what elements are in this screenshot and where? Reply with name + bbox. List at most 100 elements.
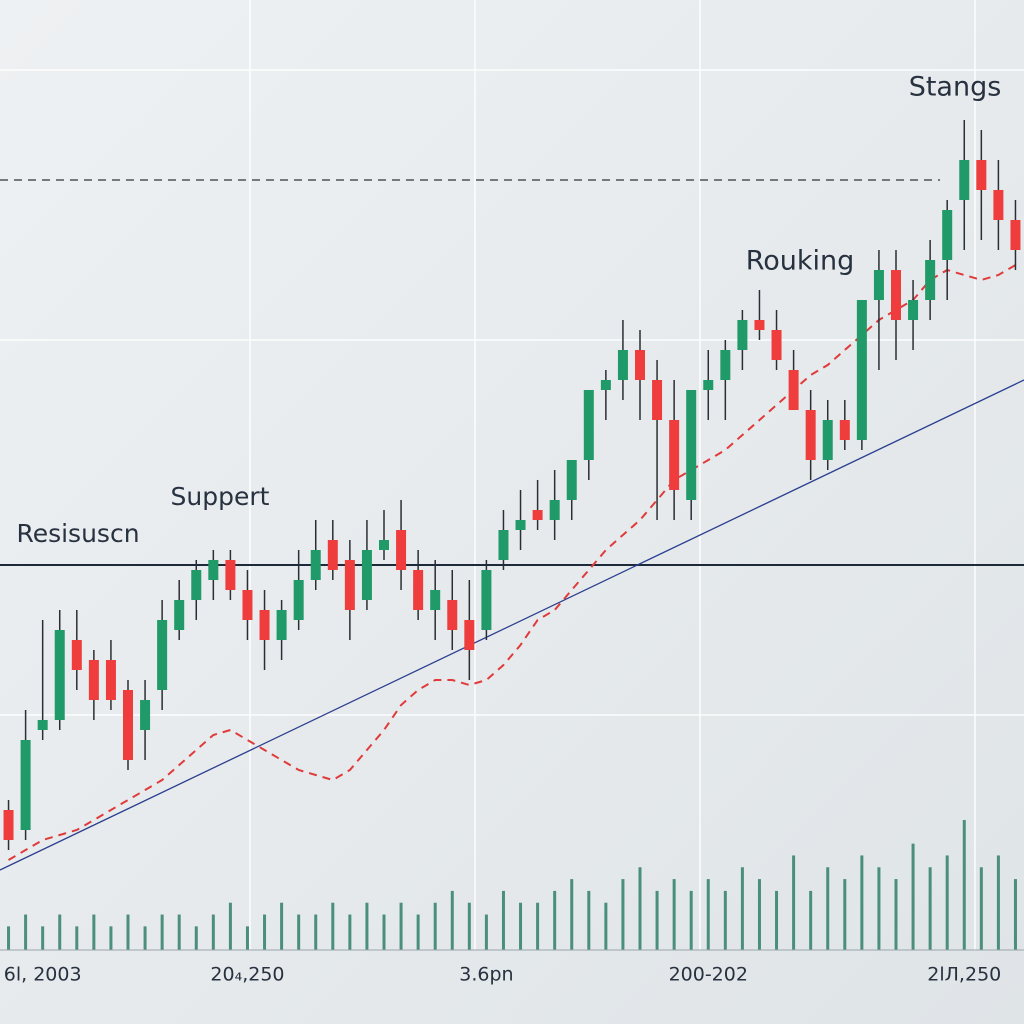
candle-body	[464, 620, 475, 650]
candle-body	[259, 610, 270, 640]
candle-body	[327, 540, 338, 570]
candle-body	[856, 300, 867, 440]
candle-body	[771, 330, 782, 360]
volume-bar	[621, 879, 625, 950]
candle-body	[669, 420, 680, 490]
volume-bar	[450, 890, 454, 950]
volume-bar	[519, 902, 523, 950]
volume-bar	[740, 867, 744, 950]
volume-bar	[843, 879, 847, 950]
candle-body	[788, 370, 799, 410]
volume-bar	[604, 902, 608, 950]
candle-body	[157, 620, 168, 690]
x-tick-label: 6l, 2003	[4, 964, 82, 986]
volume-bar	[775, 890, 779, 950]
candle-body	[891, 270, 901, 320]
volume-bar	[331, 902, 335, 950]
volume-bar	[211, 914, 215, 950]
volume-bar	[280, 902, 284, 950]
candle-body	[208, 560, 219, 580]
volume-bar	[228, 902, 232, 950]
volume-bar	[894, 879, 898, 950]
volume-bar	[996, 855, 1000, 950]
candle-body	[652, 380, 663, 420]
volume-bar	[194, 926, 198, 950]
moving-average	[7, 264, 1017, 861]
candle-body	[396, 530, 407, 570]
volume-bar	[587, 890, 591, 950]
volume-bar	[399, 902, 403, 950]
trend-line	[0, 379, 1024, 871]
volume-bar	[911, 843, 915, 950]
candle-body	[873, 270, 884, 300]
volume-bar	[792, 855, 796, 950]
volume-bar	[126, 914, 130, 950]
x-tick-label: 3.6pn	[459, 964, 513, 986]
x-tick-label: 2lЛ,250	[927, 964, 1001, 986]
volume-bar	[297, 914, 301, 950]
volume-bar	[860, 855, 864, 950]
volume-bar	[75, 926, 79, 950]
candle-body	[908, 300, 919, 320]
candle-body	[37, 720, 48, 730]
candle-body	[242, 590, 253, 620]
volume-bar	[655, 890, 659, 950]
annotation: Stangs	[909, 72, 1002, 103]
candle-body	[71, 640, 82, 670]
volume-bar	[757, 879, 761, 950]
volume-bar	[314, 914, 318, 950]
candle-body	[413, 570, 424, 610]
volume-bar	[723, 890, 727, 950]
candle-body	[737, 320, 748, 350]
candle-body	[703, 380, 714, 390]
volume-bar	[160, 914, 164, 950]
candle-body	[430, 590, 441, 610]
candle-body	[310, 550, 321, 580]
candle-body	[293, 580, 304, 620]
candle-body	[225, 560, 236, 590]
candle-body	[839, 420, 850, 440]
candle-body	[959, 160, 970, 200]
candle-body	[976, 160, 987, 190]
volume-bar	[24, 914, 28, 950]
candle-body	[140, 700, 151, 730]
candle-body	[515, 520, 526, 530]
volume-bar	[348, 914, 352, 950]
volume-bar	[58, 914, 62, 950]
candle-body	[3, 810, 14, 840]
candle-body	[993, 190, 1004, 220]
candle-body	[805, 410, 816, 460]
candle-body	[379, 540, 389, 550]
candle-body	[54, 630, 65, 720]
volume-bar	[263, 914, 267, 950]
volume-bar	[1013, 879, 1017, 950]
candle-body	[344, 560, 355, 610]
volume-bar	[245, 926, 249, 950]
candle-body	[123, 690, 133, 760]
volume-bar	[877, 867, 881, 950]
volume-bar	[553, 890, 557, 950]
volume-bar	[7, 926, 11, 950]
candle-body	[361, 550, 372, 600]
volume-bar	[41, 926, 45, 950]
volume-bar	[536, 902, 540, 950]
volume-bar	[826, 867, 830, 950]
volume-bar	[706, 879, 710, 950]
candle-body	[498, 530, 509, 560]
volume-bar	[809, 890, 813, 950]
candle-body	[276, 610, 287, 640]
candle-body	[942, 210, 953, 260]
candle-body	[88, 660, 99, 700]
candle-body	[105, 660, 116, 700]
candle-body	[720, 350, 731, 380]
volume-bar	[416, 914, 420, 950]
candle-body	[583, 390, 594, 460]
candle-body	[549, 500, 560, 520]
volume-bar	[92, 914, 96, 950]
volume-bar	[143, 926, 147, 950]
grid	[0, 0, 1024, 950]
volume-bar	[928, 867, 932, 950]
candle-body	[754, 320, 765, 330]
